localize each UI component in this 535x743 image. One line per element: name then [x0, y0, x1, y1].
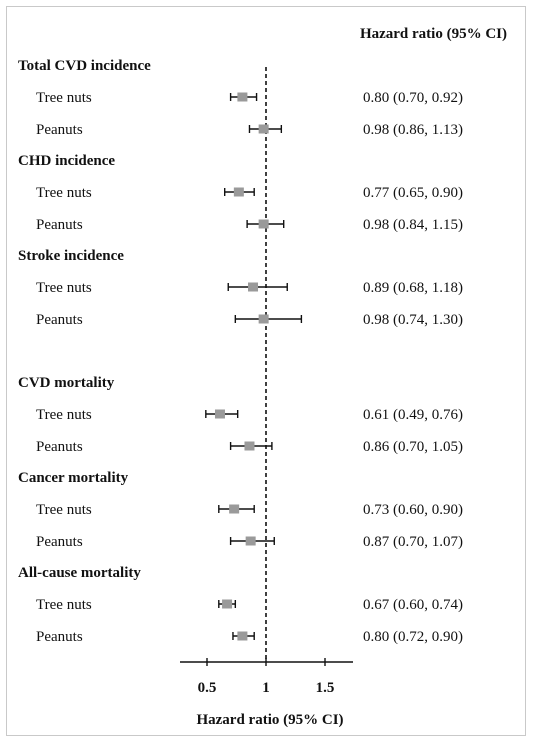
row-label: Tree nuts — [36, 597, 92, 613]
ci-text: 0.98 (0.74, 1.30) — [363, 312, 463, 328]
group-label: Total CVD incidence — [18, 58, 151, 74]
group-label: All-cause mortality — [18, 565, 141, 581]
row-label: Tree nuts — [36, 185, 92, 201]
point-estimate — [244, 441, 255, 451]
point-estimate — [237, 631, 248, 641]
point-estimate — [258, 124, 269, 134]
point-estimate — [233, 187, 244, 197]
row-label: Tree nuts — [36, 502, 92, 518]
row-label: Tree nuts — [36, 90, 92, 106]
x-tick-label: 1.5 — [316, 680, 335, 696]
group-label: Cancer mortality — [18, 470, 129, 486]
row-label: Tree nuts — [36, 407, 92, 423]
ci-text: 0.80 (0.70, 0.92) — [363, 90, 463, 106]
ci-text: 0.77 (0.65, 0.90) — [363, 185, 463, 201]
point-estimate — [248, 282, 259, 292]
row-label: Peanuts — [36, 312, 83, 328]
column-header: Hazard ratio (95% CI) — [360, 26, 507, 42]
row-label: Peanuts — [36, 534, 83, 550]
row-label: Peanuts — [36, 217, 83, 233]
figure-frame — [6, 6, 526, 736]
ci-text: 0.80 (0.72, 0.90) — [363, 629, 463, 645]
ci-text: 0.73 (0.60, 0.90) — [363, 502, 463, 518]
row-label: Peanuts — [36, 122, 83, 138]
ci-text: 0.67 (0.60, 0.74) — [363, 597, 463, 613]
row-label: Peanuts — [36, 439, 83, 455]
ci-text: 0.98 (0.86, 1.13) — [363, 122, 463, 138]
point-estimate — [214, 409, 225, 419]
point-estimate — [245, 536, 256, 546]
ci-text: 0.98 (0.84, 1.15) — [363, 217, 463, 233]
ci-text: 0.89 (0.68, 1.18) — [363, 280, 463, 296]
ci-text: 0.86 (0.70, 1.05) — [363, 439, 463, 455]
row-label: Peanuts — [36, 629, 83, 645]
group-label: CVD mortality — [18, 375, 115, 391]
point-estimate — [258, 219, 269, 229]
point-estimate — [222, 599, 233, 609]
x-tick-label: 0.5 — [198, 680, 217, 696]
row-label: Tree nuts — [36, 280, 92, 296]
group-label: Stroke incidence — [18, 248, 124, 264]
point-estimate — [258, 314, 269, 324]
point-estimate — [237, 92, 248, 102]
ci-text: 0.61 (0.49, 0.76) — [363, 407, 463, 423]
x-axis-label: Hazard ratio (95% CI) — [196, 712, 343, 728]
x-tick-label: 1 — [262, 680, 270, 696]
group-label: CHD incidence — [18, 153, 115, 169]
point-estimate — [229, 504, 240, 514]
ci-text: 0.87 (0.70, 1.07) — [363, 534, 463, 550]
